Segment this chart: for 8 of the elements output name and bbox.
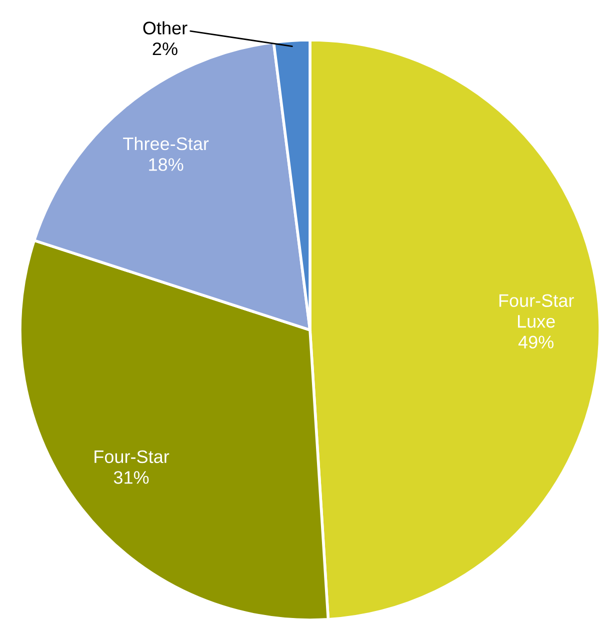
data-label: 31% — [114, 471, 149, 484]
slice-label: Other — [143, 21, 188, 34]
data-label: 18% — [149, 158, 184, 171]
data-label: 2% — [152, 42, 178, 56]
slice-label: Three-Star — [123, 136, 209, 150]
data-label: 49% — [518, 336, 554, 348]
slice-label: Four-Star Luxe — [499, 294, 574, 328]
slice-label: Four-Star — [94, 450, 170, 464]
